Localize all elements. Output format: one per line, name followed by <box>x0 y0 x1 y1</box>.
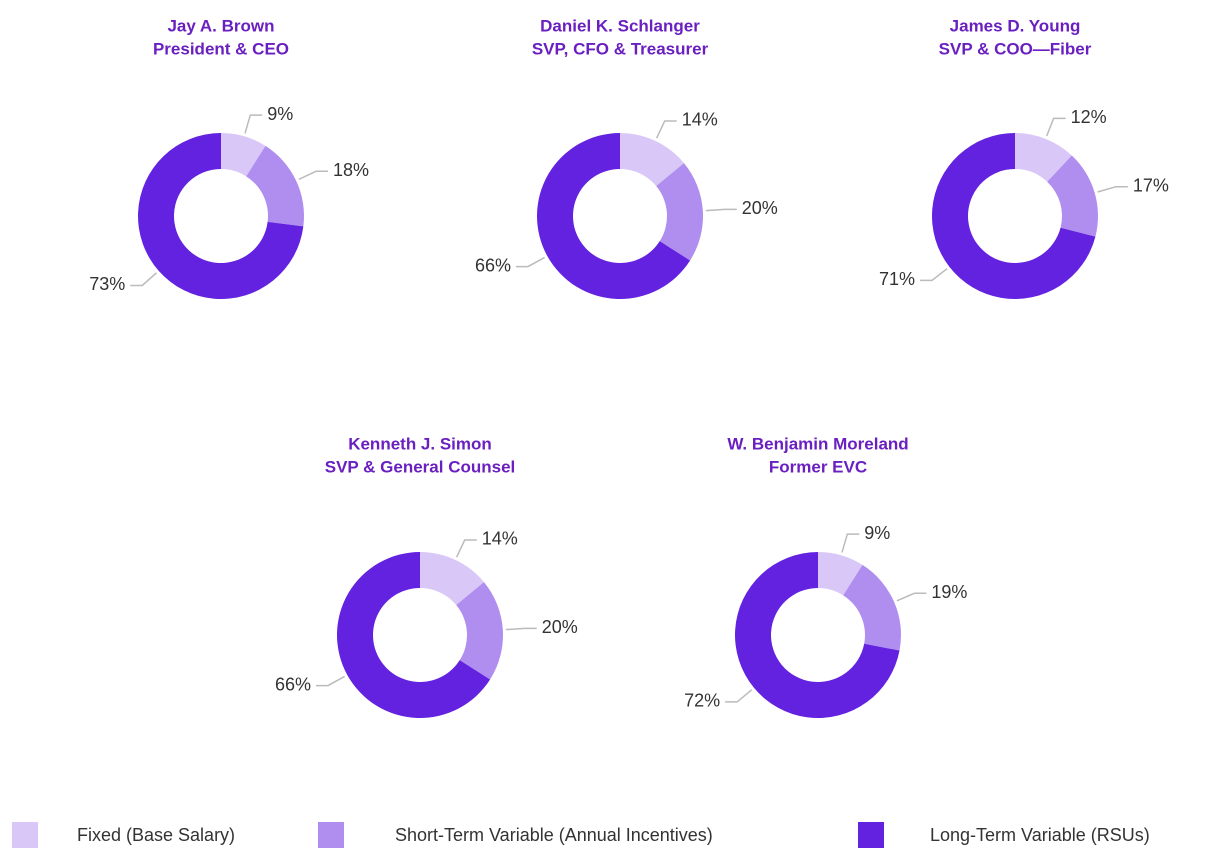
donut-slice <box>620 133 684 187</box>
legend-swatch <box>858 822 884 848</box>
data-label: 9% <box>267 104 293 124</box>
data-label: 66% <box>275 674 311 694</box>
chart-title: Daniel K. Schlanger <box>540 16 700 35</box>
leader-line <box>315 675 345 687</box>
data-label: 14% <box>482 529 518 549</box>
data-label: 17% <box>1133 175 1169 195</box>
data-label: 73% <box>89 274 125 294</box>
donut-slice <box>931 133 1096 300</box>
donut-slice <box>843 564 901 651</box>
leader-line <box>244 114 263 134</box>
leader-line <box>505 627 537 631</box>
chart-subtitle: SVP & COO—Fiber <box>939 39 1092 58</box>
chart-subtitle: SVP & General Counsel <box>325 457 516 476</box>
legend-swatch <box>12 822 38 848</box>
leader-line <box>841 533 860 553</box>
leader-line <box>130 272 157 287</box>
data-label: 12% <box>1071 107 1107 127</box>
leader-line <box>705 208 737 212</box>
donut-slice <box>246 145 305 227</box>
legend-label: Long-Term Variable (RSUs) <box>930 825 1150 845</box>
donut-slice <box>221 133 266 177</box>
donut-slice <box>818 552 863 596</box>
donut-slice <box>1015 133 1072 182</box>
donut-slice <box>1047 155 1099 237</box>
legend-label: Short-Term Variable (Annual Incentives) <box>395 825 713 845</box>
leader-line <box>515 256 545 268</box>
data-label: 14% <box>682 110 718 130</box>
leader-line <box>1045 117 1066 137</box>
data-label: 66% <box>475 255 511 275</box>
donut-slice <box>735 552 900 718</box>
leader-line <box>725 689 753 703</box>
donut-slice <box>456 582 503 680</box>
leader-line <box>896 592 927 602</box>
leader-line <box>298 170 329 181</box>
donut-slice <box>656 163 704 261</box>
legend-swatch <box>318 822 344 848</box>
data-label: 20% <box>742 198 778 218</box>
leader-line <box>655 120 677 139</box>
leader-line <box>1097 185 1128 193</box>
donut-slice <box>137 133 304 299</box>
chart-subtitle: SVP, CFO & Treasurer <box>532 39 709 58</box>
data-label: 72% <box>684 691 720 711</box>
data-label: 71% <box>879 269 915 289</box>
chart-title: W. Benjamin Moreland <box>727 434 908 453</box>
data-label: 20% <box>542 617 578 637</box>
chart-title: Jay A. Brown <box>167 16 274 35</box>
leader-line <box>920 268 948 282</box>
data-label: 9% <box>864 523 890 543</box>
legend-label: Fixed (Base Salary) <box>77 825 235 845</box>
chart-subtitle: Former EVC <box>769 457 867 476</box>
donut-slice <box>336 552 491 718</box>
data-label: 18% <box>333 160 369 180</box>
leader-line <box>455 539 477 558</box>
chart-title: Kenneth J. Simon <box>348 434 492 453</box>
chart-title: James D. Young <box>950 16 1081 35</box>
donut-slice <box>420 552 484 606</box>
data-label: 19% <box>931 582 967 602</box>
donut-slice <box>536 133 691 300</box>
chart-subtitle: President & CEO <box>153 39 289 58</box>
